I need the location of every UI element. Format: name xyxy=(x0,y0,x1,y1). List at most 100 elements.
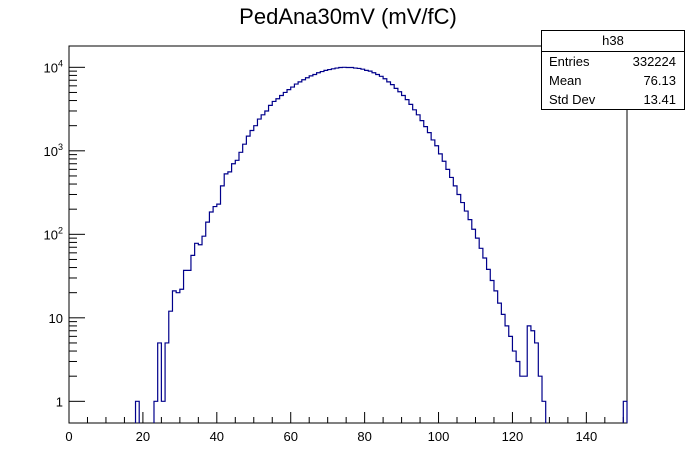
histogram-bin xyxy=(239,152,243,423)
histogram-bin xyxy=(501,314,505,423)
x-tick-label: 100 xyxy=(428,429,450,444)
histogram-bin xyxy=(294,84,298,423)
histogram-bin xyxy=(176,293,180,423)
histogram-bin xyxy=(224,174,228,423)
histogram-bin xyxy=(276,99,280,423)
histogram-bin xyxy=(357,68,361,423)
histogram-bin xyxy=(387,82,391,423)
histogram-bin xyxy=(490,280,494,423)
stats-mean-label: Mean xyxy=(549,73,582,88)
histogram-bin xyxy=(254,126,258,423)
histogram-bin xyxy=(409,104,413,423)
stats-histogram-name: h38 xyxy=(542,31,684,52)
histogram-bin xyxy=(217,204,221,423)
histogram-bin xyxy=(431,140,435,423)
histogram-bin xyxy=(424,127,428,423)
histogram-bin xyxy=(439,154,443,423)
histogram-bin xyxy=(372,73,376,423)
histogram-bin xyxy=(390,85,394,423)
histogram-bin xyxy=(413,110,417,423)
histogram-bin xyxy=(487,269,491,423)
histogram-bin xyxy=(398,92,402,423)
stats-mean-value: 76.13 xyxy=(643,73,676,88)
y-tick-label: 103 xyxy=(44,142,63,159)
histogram-bin xyxy=(461,203,465,423)
histogram-bin xyxy=(187,270,191,423)
y-tick-label: 104 xyxy=(44,58,63,75)
histogram-bin xyxy=(302,80,306,423)
histogram-bin xyxy=(376,75,380,423)
histogram-bin xyxy=(342,67,346,423)
histogram-bin xyxy=(213,207,217,423)
stats-row-entries: Entries 332224 xyxy=(542,52,684,71)
histogram-bin xyxy=(331,69,335,423)
histogram-bin xyxy=(361,69,365,423)
histogram-bin xyxy=(191,255,195,423)
histogram-bin xyxy=(287,90,291,423)
histogram-bin xyxy=(346,67,350,423)
histogram-bin xyxy=(427,133,431,423)
y-axis: 1 10 102 103 104 xyxy=(44,58,85,409)
histogram-bin xyxy=(283,92,287,423)
histogram-bin xyxy=(520,376,524,423)
histogram-bin xyxy=(402,95,406,423)
stats-std-label: Std Dev xyxy=(549,92,596,107)
histogram-bin xyxy=(379,76,383,423)
histogram-bin xyxy=(324,70,328,423)
x-tick-label: 40 xyxy=(210,429,224,444)
histogram-bin xyxy=(339,67,343,423)
histogram-bin xyxy=(498,303,502,423)
histogram-bin xyxy=(306,78,310,423)
histogram-bin xyxy=(246,136,250,423)
histogram-bin xyxy=(420,121,424,423)
x-tick-label: 20 xyxy=(136,429,150,444)
histogram-bin xyxy=(250,131,254,423)
histogram-overflow-bin xyxy=(622,400,628,423)
x-axis: 0 20 40 60 80 100 120 140 xyxy=(65,412,624,444)
stats-row-mean: Mean 76.13 xyxy=(542,71,684,90)
histogram-bin xyxy=(468,220,472,423)
histogram-bin xyxy=(483,258,487,423)
histogram-bin xyxy=(269,105,273,423)
histogram-bin xyxy=(202,236,206,423)
histogram-bin xyxy=(161,401,165,423)
histogram-bin xyxy=(309,76,313,423)
histogram-bin xyxy=(228,172,232,423)
histogram-bin xyxy=(280,95,284,423)
histogram-bin xyxy=(354,68,358,423)
histogram-bin xyxy=(243,144,247,423)
histogram-bin xyxy=(394,88,398,423)
histogram-bin xyxy=(446,169,450,423)
histogram-bin xyxy=(272,101,276,423)
histogram-bin xyxy=(320,72,324,423)
stats-row-std: Std Dev 13.41 xyxy=(542,90,684,109)
histogram-bin xyxy=(261,115,265,423)
y-tick-label: 10 xyxy=(49,311,63,326)
histogram-bin xyxy=(350,67,354,423)
histogram-bin xyxy=(472,229,476,423)
histogram-bin xyxy=(195,243,199,423)
x-tick-label: 0 xyxy=(65,429,72,444)
histogram-bin xyxy=(450,177,454,423)
histogram-bin xyxy=(405,100,409,423)
histogram-bin xyxy=(464,211,468,423)
histogram-bin xyxy=(232,164,236,423)
histogram-bin xyxy=(453,186,457,423)
histogram-bin xyxy=(291,87,295,423)
x-tick-label: 60 xyxy=(283,429,297,444)
histogram-series xyxy=(134,66,628,423)
histogram-bin xyxy=(383,79,387,423)
y-tick-label: 1 xyxy=(56,394,63,409)
histogram-bin xyxy=(335,68,339,423)
chart-title: PedAna30mV (mV/fC) xyxy=(239,4,457,29)
histogram-bin xyxy=(505,326,509,423)
histogram-bin xyxy=(328,70,332,423)
histogram-bin xyxy=(416,115,420,423)
histogram-bin xyxy=(257,119,261,423)
histogram-bin xyxy=(479,248,483,423)
histogram-bin xyxy=(313,75,317,423)
histogram-bin xyxy=(180,289,184,423)
histogram-bin xyxy=(221,186,225,423)
histogram-bin xyxy=(198,245,202,423)
